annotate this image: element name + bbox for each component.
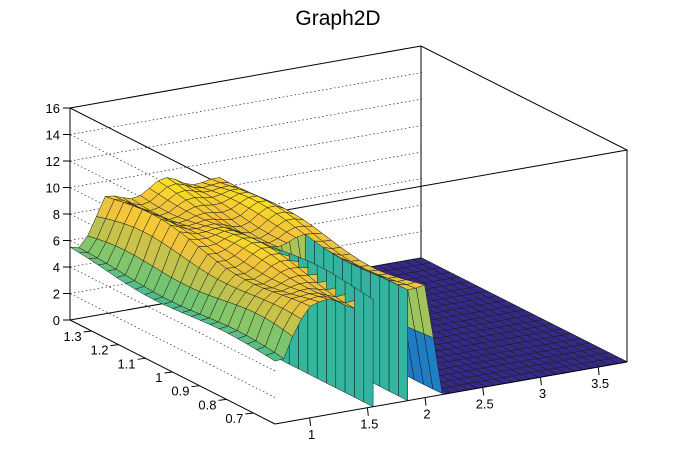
z-tick-label: 6 bbox=[53, 234, 60, 249]
x-axis-ticks: 1 1.5 2 2.5 3 3.5 bbox=[308, 367, 609, 442]
y-tick-label: 1.1 bbox=[117, 356, 135, 371]
z-tick-label: 2 bbox=[53, 287, 60, 302]
x-tick-label: 3 bbox=[539, 386, 546, 401]
z-tick-label: 8 bbox=[53, 207, 60, 222]
x-tick-mark bbox=[482, 387, 485, 396]
surface-wall-cell bbox=[398, 284, 408, 402]
surface-wall-cell bbox=[379, 276, 390, 392]
x-tick-label: 2 bbox=[423, 407, 430, 422]
x-tick-mark bbox=[539, 377, 542, 386]
y-axis-ticks: 0.7 0.8 0.9 1 1.1 1.2 1.3 bbox=[64, 329, 254, 426]
z-tick-label: 4 bbox=[53, 260, 60, 275]
z-tick-label: 14 bbox=[46, 128, 60, 143]
z-tick-label: 12 bbox=[46, 154, 60, 169]
y-tick-label: 0.9 bbox=[171, 384, 189, 399]
y-tick-mark bbox=[245, 412, 254, 415]
x-tick-label: 1.5 bbox=[360, 417, 378, 432]
x-tick-label: 1 bbox=[308, 427, 315, 442]
x-tick-mark bbox=[309, 417, 312, 426]
z-tick-label: 0 bbox=[53, 313, 60, 328]
x-tick-label: 2.5 bbox=[476, 396, 494, 411]
y-tick-label: 1.3 bbox=[64, 329, 82, 344]
x-tick-mark bbox=[597, 367, 600, 376]
box-back-walls bbox=[68, 45, 629, 363]
y-tick-mark bbox=[110, 344, 119, 347]
y-tick-label: 1 bbox=[155, 370, 162, 385]
surface-wall-cell bbox=[335, 275, 346, 393]
surface-wall-cell bbox=[388, 280, 399, 397]
surface-wall-cell bbox=[363, 292, 374, 408]
y-tick-label: 0.7 bbox=[225, 411, 243, 426]
z-axis-ticks: 0 2 4 6 8 10 12 14 16 bbox=[46, 101, 70, 328]
x-axis-line bbox=[274, 361, 628, 425]
chart-title: Graph2D bbox=[295, 7, 380, 30]
y-tick-label: 1.2 bbox=[90, 343, 108, 358]
z-tick-label: 16 bbox=[46, 101, 60, 116]
surface-wall-cell bbox=[354, 286, 365, 403]
y-tick-mark bbox=[218, 398, 227, 401]
x-tick-mark bbox=[424, 397, 427, 406]
surface-cell bbox=[265, 352, 285, 362]
surface-mesh bbox=[69, 177, 628, 408]
y-tick-label: 0.8 bbox=[198, 397, 216, 412]
y-tick-mark bbox=[137, 357, 146, 360]
y-tick-mark bbox=[191, 385, 200, 388]
x-tick-mark bbox=[366, 407, 369, 416]
x-tick-label: 3.5 bbox=[591, 376, 609, 391]
surface-wall-cell bbox=[326, 269, 337, 389]
y-tick-mark bbox=[164, 371, 173, 374]
surface-wall-cell bbox=[344, 280, 355, 398]
z-tick-label: 10 bbox=[46, 181, 60, 196]
y-tick-mark bbox=[83, 330, 92, 333]
